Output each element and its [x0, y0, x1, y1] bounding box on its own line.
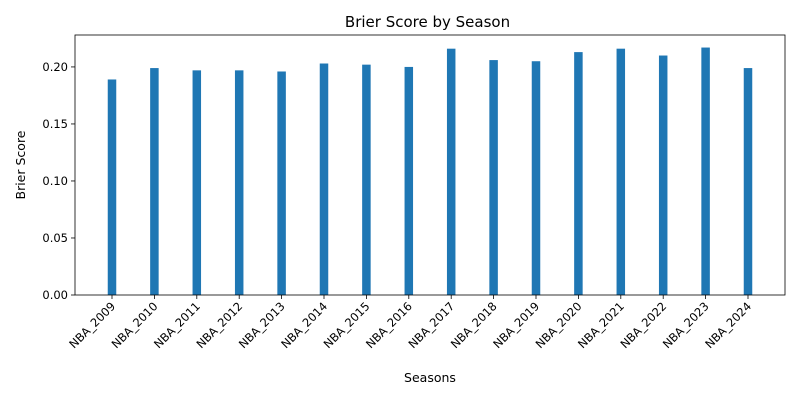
- bars-group: [107, 47, 753, 296]
- bar-nba-2013: [277, 71, 286, 295]
- y-tick-label: 0.10: [42, 174, 68, 188]
- bar-nba-2023: [701, 47, 710, 296]
- y-tick-label: 0.00: [42, 288, 68, 302]
- bar-nba-2021: [616, 48, 626, 296]
- bar-nba-2012: [234, 70, 244, 295]
- bar-nba-2011: [192, 70, 202, 295]
- bar-nba-2010: [150, 68, 159, 295]
- y-tick-label: 0.05: [42, 231, 68, 245]
- bar-nba-2017: [446, 48, 456, 296]
- y-tick-label: 0.15: [42, 117, 68, 131]
- bar-nba-2015: [362, 64, 371, 295]
- bar-nba-2014: [319, 63, 329, 295]
- x-axis-label: Seasons: [404, 370, 456, 385]
- y-axis: 0.00 0.05 0.10 0.15 0.20: [42, 60, 75, 302]
- bar-nba-2024: [743, 68, 753, 295]
- bar-nba-2020: [574, 52, 583, 296]
- y-tick-label: 0.20: [42, 60, 68, 74]
- bar-nba-2019: [531, 61, 541, 295]
- chart-title: Brier Score by Season: [345, 13, 510, 31]
- bar-nba-2016: [404, 66, 414, 295]
- bar-nba-2022: [658, 55, 668, 295]
- y-axis-label: Brier Score: [13, 130, 28, 199]
- bar-nba-2018: [489, 60, 498, 295]
- plot-frame: [74, 34, 786, 296]
- bar-nba-2009: [107, 79, 117, 295]
